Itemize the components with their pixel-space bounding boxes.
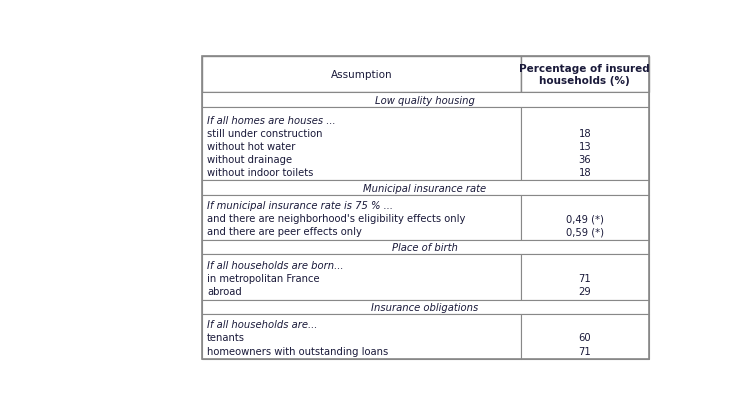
Text: 0,59 (*): 0,59 (*) bbox=[566, 227, 604, 237]
Text: tenants: tenants bbox=[207, 333, 245, 342]
Text: Municipal insurance rate: Municipal insurance rate bbox=[364, 183, 487, 193]
Bar bbox=[201, 300, 648, 315]
Bar bbox=[521, 57, 648, 93]
Bar bbox=[521, 255, 648, 300]
Text: Low quality housing: Low quality housing bbox=[375, 95, 475, 106]
Bar bbox=[201, 315, 521, 359]
Text: 71: 71 bbox=[578, 273, 591, 283]
Text: 36: 36 bbox=[578, 155, 591, 164]
Bar bbox=[521, 196, 648, 240]
Text: If all homes are houses ...: If all homes are houses ... bbox=[207, 116, 336, 126]
Text: Assumption: Assumption bbox=[331, 70, 392, 80]
Bar bbox=[201, 240, 648, 255]
Text: Insurance obligations: Insurance obligations bbox=[372, 302, 479, 312]
Text: 18: 18 bbox=[578, 167, 591, 178]
Text: abroad: abroad bbox=[207, 286, 242, 296]
Text: Place of birth: Place of birth bbox=[392, 243, 458, 253]
Bar bbox=[201, 57, 521, 93]
Text: without hot water: without hot water bbox=[207, 142, 296, 152]
Text: and there are peer effects only: and there are peer effects only bbox=[207, 227, 362, 237]
Text: homeowners with outstanding loans: homeowners with outstanding loans bbox=[207, 346, 388, 356]
Text: Percentage of insured
households (%): Percentage of insured households (%) bbox=[520, 64, 650, 86]
Bar bbox=[201, 93, 648, 108]
Text: 18: 18 bbox=[578, 129, 591, 139]
Bar bbox=[201, 57, 648, 359]
Bar bbox=[521, 108, 648, 181]
Text: 0,49 (*): 0,49 (*) bbox=[566, 213, 604, 224]
Text: If all households are...: If all households are... bbox=[207, 319, 318, 329]
Bar bbox=[521, 315, 648, 359]
Text: 13: 13 bbox=[578, 142, 591, 152]
Bar bbox=[201, 196, 521, 240]
Text: 29: 29 bbox=[578, 286, 591, 296]
Text: If municipal insurance rate is 75 % ...: If municipal insurance rate is 75 % ... bbox=[207, 200, 393, 210]
Text: 60: 60 bbox=[578, 333, 591, 342]
Bar bbox=[201, 181, 648, 196]
Text: 71: 71 bbox=[578, 346, 591, 356]
Text: still under construction: still under construction bbox=[207, 129, 323, 139]
Text: without indoor toilets: without indoor toilets bbox=[207, 167, 314, 178]
Text: in metropolitan France: in metropolitan France bbox=[207, 273, 320, 283]
Text: without drainage: without drainage bbox=[207, 155, 292, 164]
Text: and there are neighborhood's eligibility effects only: and there are neighborhood's eligibility… bbox=[207, 213, 466, 224]
Bar bbox=[201, 108, 521, 181]
Text: If all households are born...: If all households are born... bbox=[207, 260, 344, 270]
Bar bbox=[201, 255, 521, 300]
